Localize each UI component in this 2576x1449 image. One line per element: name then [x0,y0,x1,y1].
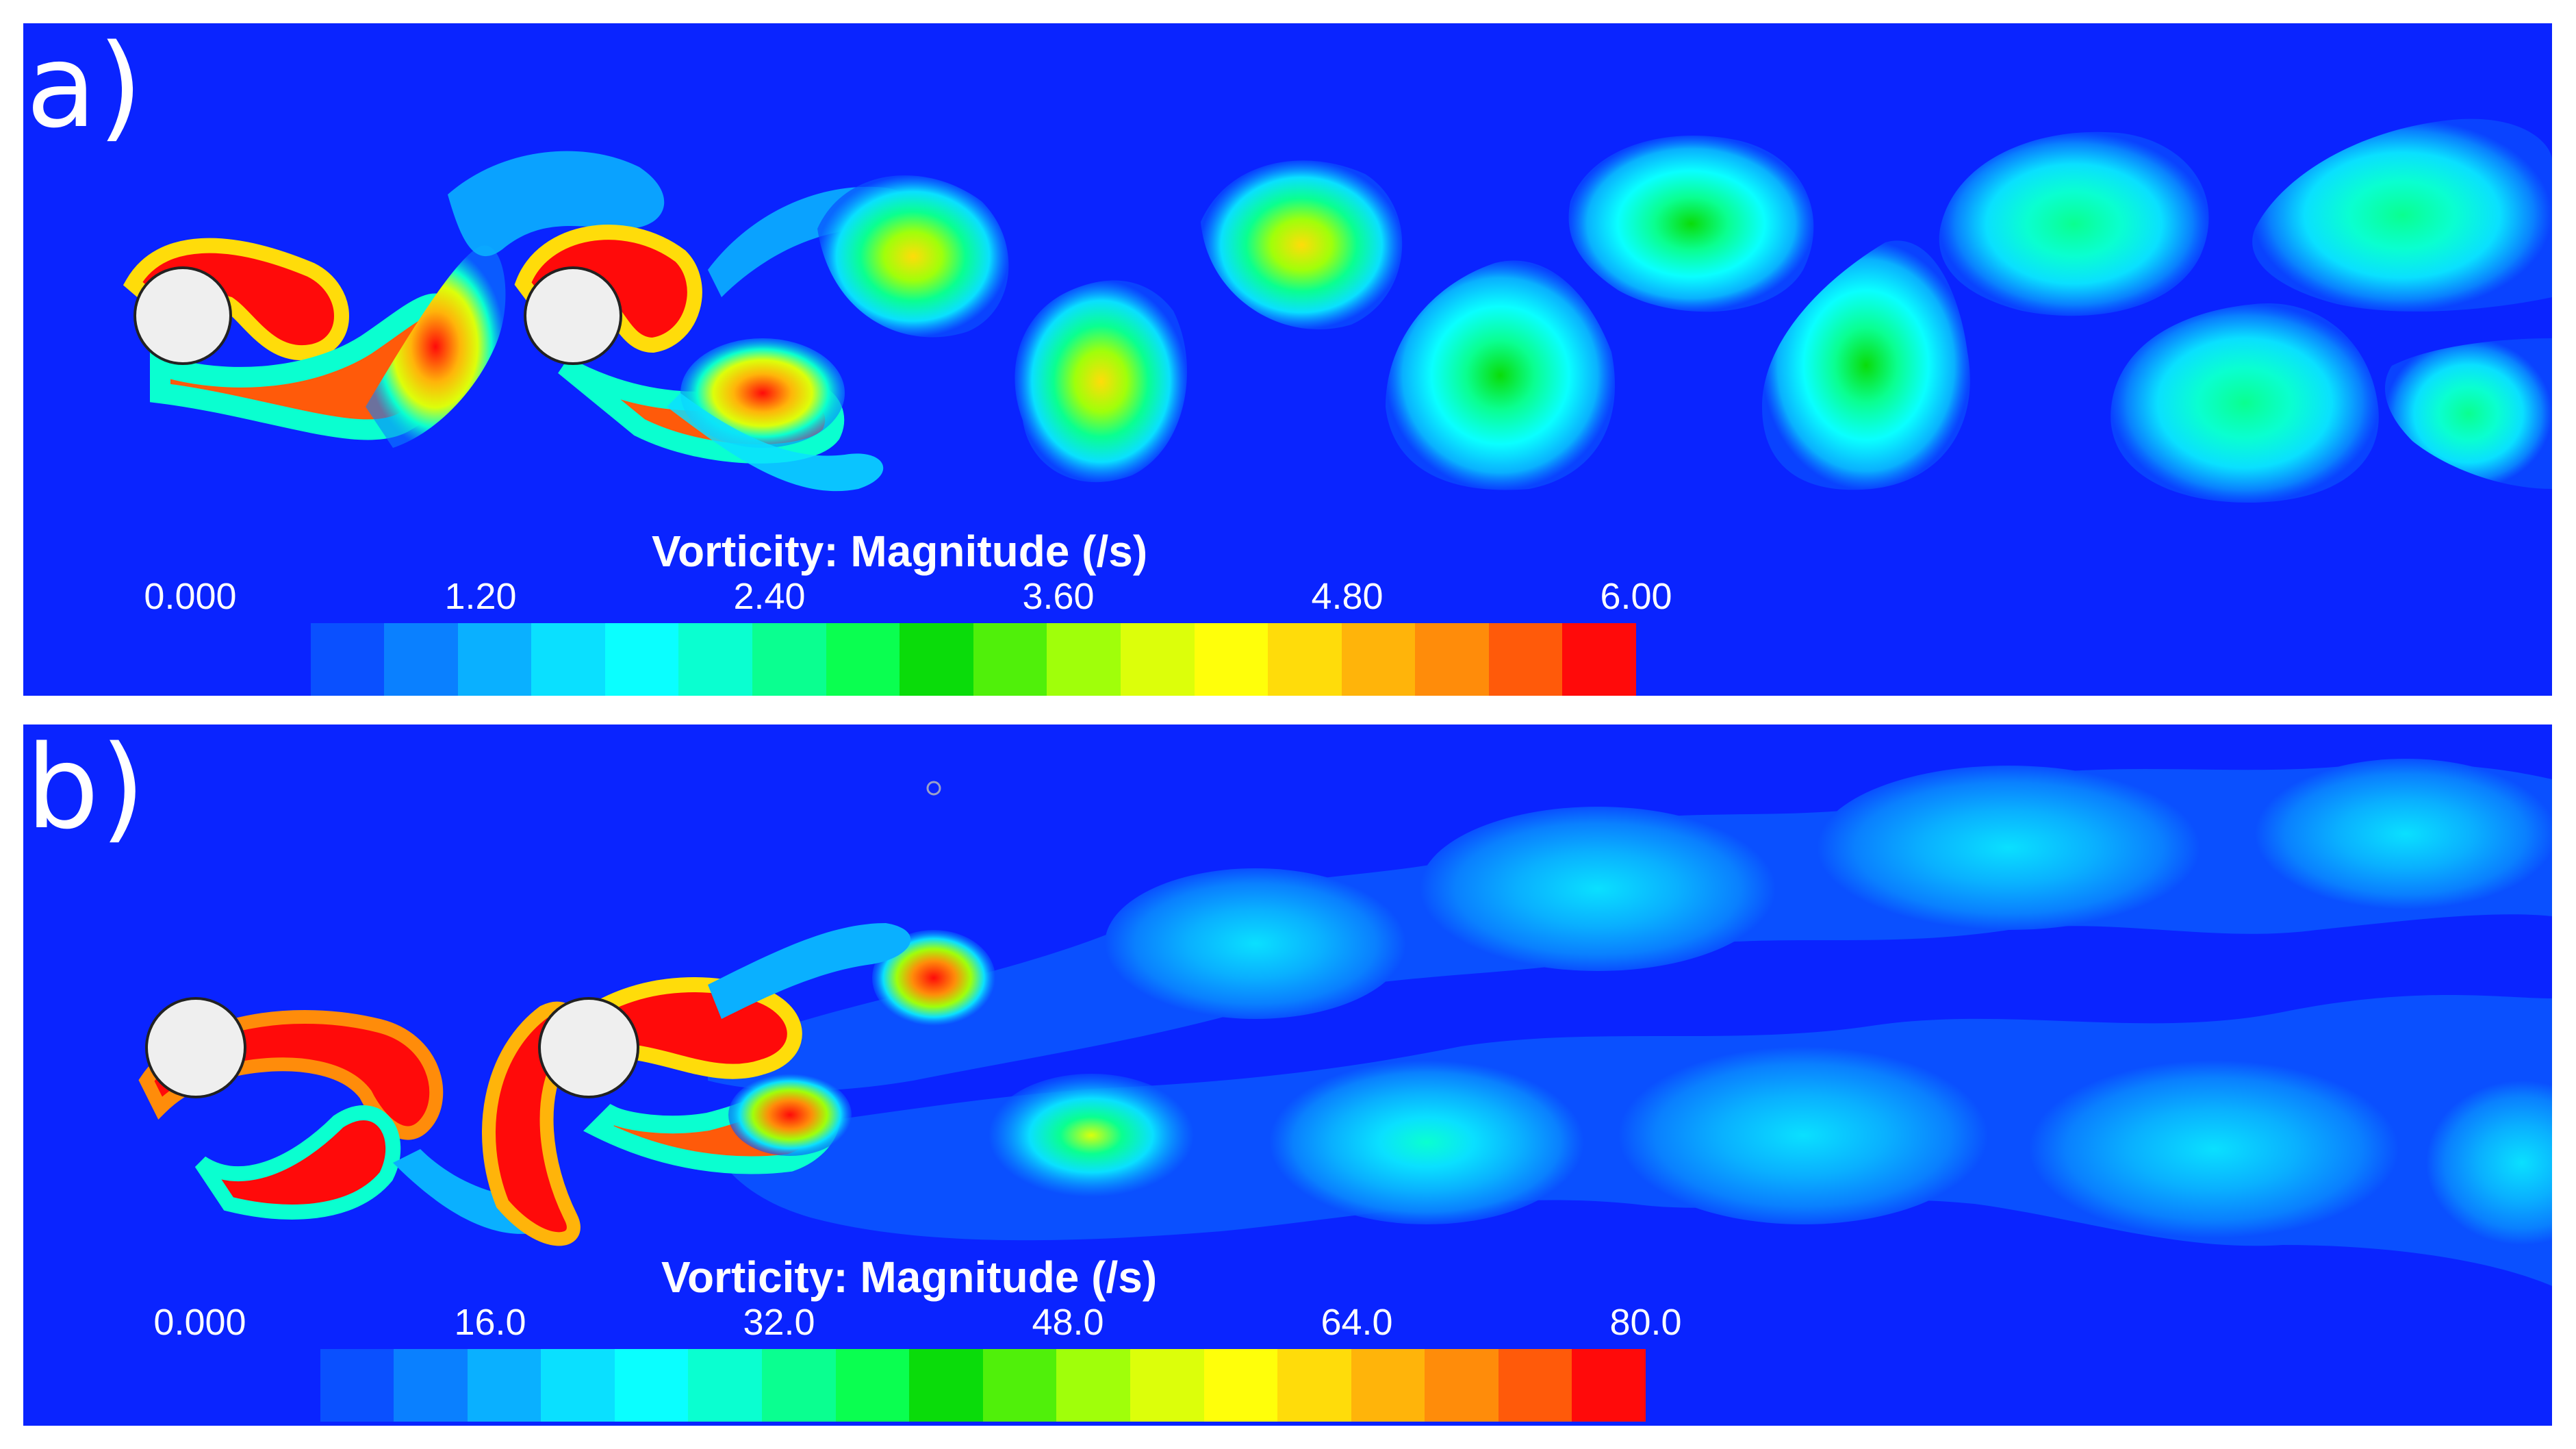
colorbar-swatch [604,623,679,696]
colorbar-swatch [1056,1349,1130,1422]
colorbar [246,1349,1646,1422]
colorbar-swatch [688,1349,763,1422]
colorbar-swatch [982,1349,1057,1422]
colorbar-swatch [1415,623,1489,696]
colorbar-tick-label: 0.000 [153,1302,246,1343]
colorbar-swatch [973,623,1047,696]
colorbar-swatch [384,623,458,696]
vorticity-panel-a: a) Vorticity: Magnitude (/s) 0.000 1.20 … [23,23,2552,696]
vortex [1269,1060,1584,1224]
colorbar-tick-label: 48.0 [1032,1302,1104,1343]
vortex-sheet [667,393,884,492]
colorbar-tick-label: 1.20 [444,576,517,617]
vortex-core [728,1074,852,1156]
upstream-cylinder [145,997,246,1098]
colorbar-tick-label: 4.80 [1311,576,1383,617]
colorbar-swatch [531,623,605,696]
colorbar-swatch [678,623,753,696]
vortex [2385,338,2552,489]
vortex [1618,1046,1988,1224]
colorbar-swatch [237,623,311,696]
vorticity-field-a [123,118,2552,503]
colorbar-swatch [457,623,532,696]
colorbar-swatch [1498,1349,1572,1422]
vortex [1568,136,1814,312]
colorbar-swatch [1120,623,1195,696]
upstream-cylinder [133,266,232,365]
vortex [2255,759,2552,909]
colorbar-tick-label: 2.40 [733,576,806,617]
colorbar-swatch [762,1349,836,1422]
colorbar-tick-label: 80.0 [1609,1302,1682,1343]
colorbar-swatch [1268,623,1342,696]
vortex [1939,131,2209,316]
colorbar-swatch [1488,623,1563,696]
colorbar-swatch [1425,1349,1499,1422]
colorbar-swatch [467,1349,541,1422]
colorbar-swatch [826,623,900,696]
vortex [2110,303,2379,503]
colorbar-swatch [1194,623,1268,696]
colorbar-swatch [614,1349,689,1422]
vortex [1762,240,1970,490]
vortex [1015,280,1187,483]
colorbar-swatch [246,1349,320,1422]
shear-layer [194,1105,401,1220]
colorbar-swatch [1130,1349,1204,1422]
colorbar-swatch [909,1349,983,1422]
vortex [1386,260,1615,490]
vortex [989,1074,1194,1197]
vortex [2252,118,2552,312]
vortex [817,175,1009,338]
colorbar-swatch [835,1349,910,1422]
vorticity-panel-b: b) Vorticity: Magnitude (/s) 0.000 16.0 … [23,724,2552,1426]
vortex [1201,160,1403,329]
colorbar-swatch [1572,1349,1646,1422]
colorbar-tick-label: 64.0 [1321,1302,1393,1343]
vortex-sheet [708,923,911,1019]
downstream-cylinder [524,266,622,365]
colorbar-tick-label: 16.0 [454,1302,526,1343]
colorbar-title: Vorticity: Magnitude (/s) [661,1252,1158,1302]
colorbar-swatch [1277,1349,1351,1422]
vortex [1817,766,2200,930]
colorbar-tick-label: 32.0 [743,1302,815,1343]
vortex [1105,868,1406,1019]
colorbar-swatch [1047,623,1121,696]
colorbar-swatch [1562,623,1636,696]
vorticity-field-b [138,759,2552,1286]
vortex [2029,1060,2399,1238]
colorbar-swatch [900,623,973,696]
downstream-cylinder [538,997,639,1098]
panel-label: b) [26,724,147,855]
probe-marker [926,781,941,796]
colorbar-swatch [1341,623,1416,696]
colorbar-swatch [310,623,385,696]
vortex-core [872,930,995,1026]
vortex [1420,807,1776,971]
colorbar-tick-label: 0.000 [144,576,237,617]
vortex [2426,1081,2552,1245]
colorbar-swatch [1351,1349,1425,1422]
vortex-sheet [448,151,665,257]
colorbar-swatch [320,1349,394,1422]
panel-label: a) [26,23,144,153]
colorbar-title: Vorticity: Magnitude (/s) [652,527,1148,576]
colorbar-tick-label: 6.00 [1600,576,1672,617]
shear-layer [366,245,506,448]
colorbar-swatch [541,1349,615,1422]
colorbar-swatch [394,1349,468,1422]
colorbar-tick-label: 3.60 [1022,576,1095,617]
colorbar [237,623,1636,696]
vortex-core [680,338,845,448]
colorbar-swatch [752,623,826,696]
colorbar-swatch [1203,1349,1278,1422]
